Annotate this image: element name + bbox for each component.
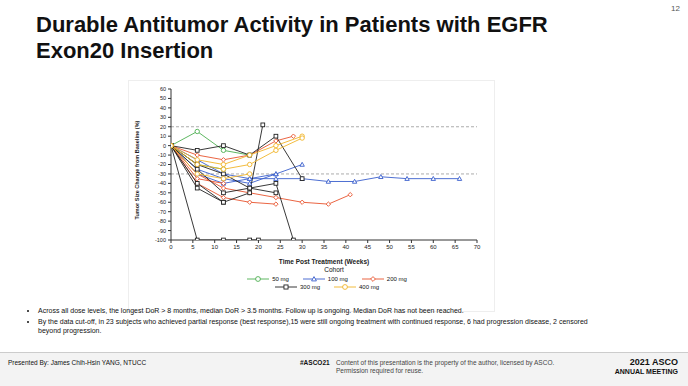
svg-text:-70: -70	[158, 209, 166, 215]
html-text:ANNUAL MEETING: ANNUAL MEETING	[614, 368, 678, 375]
html-text:Presented By: James Chih-Hsin: Presented By: James Chih-Hsin YANG, NTUC…	[8, 359, 147, 366]
svg-text:30: 30	[299, 244, 306, 250]
svg-text:20: 20	[160, 124, 166, 130]
svg-text:30: 30	[160, 114, 166, 120]
html-text:By the data cut-off, in 23 sub: By the data cut-off, in 23 subjects who …	[38, 318, 588, 334]
svg-text:35: 35	[321, 244, 328, 250]
svg-text:-80: -80	[158, 218, 166, 224]
html-text:200 mg: 200 mg	[386, 276, 407, 282]
html-text:100 mg: 100 mg	[327, 276, 348, 282]
svg-text:25: 25	[277, 244, 284, 250]
svg-text:0: 0	[169, 244, 173, 250]
svg-text:40: 40	[160, 105, 166, 111]
svg-text:70: 70	[474, 244, 481, 250]
html-text:Content of this presentation i: Content of this presentation is the prop…	[336, 359, 555, 374]
svg-text:-60: -60	[158, 199, 166, 205]
html-text:Across all dose levels, the lo: Across all dose levels, the longest DoR …	[38, 307, 464, 314]
svg-text:0: 0	[163, 143, 166, 149]
html-text:300 mg: 300 mg	[300, 284, 320, 290]
svg-text:Tumor Size Change from Baselin: Tumor Size Change from Baseline (%)	[134, 120, 140, 219]
svg-text:60: 60	[430, 244, 437, 250]
svg-text:-100: -100	[155, 237, 166, 243]
svg-text:5: 5	[191, 244, 195, 250]
svg-text:45: 45	[364, 244, 371, 250]
svg-text:-30: -30	[158, 171, 166, 177]
svg-text:Time Post Treatment (Weeks): Time Post Treatment (Weeks)	[279, 258, 369, 266]
html-text:50 mg: 50 mg	[272, 276, 289, 282]
svg-text:60: 60	[160, 86, 166, 92]
svg-text:55: 55	[408, 244, 415, 250]
svg-text:50: 50	[160, 95, 166, 101]
svg-text:65: 65	[452, 244, 459, 250]
svg-text:-90: -90	[158, 228, 166, 234]
svg-text:-50: -50	[158, 190, 166, 196]
html-text:12: 12	[671, 4, 680, 13]
svg-text:-20: -20	[158, 161, 166, 167]
svg-text:40: 40	[343, 244, 350, 250]
svg-text:-40: -40	[158, 180, 166, 186]
svg-text:50: 50	[386, 244, 393, 250]
svg-text:10: 10	[211, 244, 218, 250]
html-text:Cohort: Cohort	[324, 266, 344, 273]
svg-text:-10: -10	[158, 152, 166, 158]
html-text:Durable Antitumor Activity in: Durable Antitumor Activity in Patients w…	[36, 12, 548, 63]
svg-text:10: 10	[160, 133, 166, 139]
svg-text:15: 15	[233, 244, 240, 250]
html-text:400 mg: 400 mg	[359, 284, 379, 290]
svg-text:20: 20	[255, 244, 262, 250]
html-text:#ASCO21: #ASCO21	[300, 359, 330, 366]
html-text:2021 ASCO: 2021 ASCO	[629, 357, 678, 367]
